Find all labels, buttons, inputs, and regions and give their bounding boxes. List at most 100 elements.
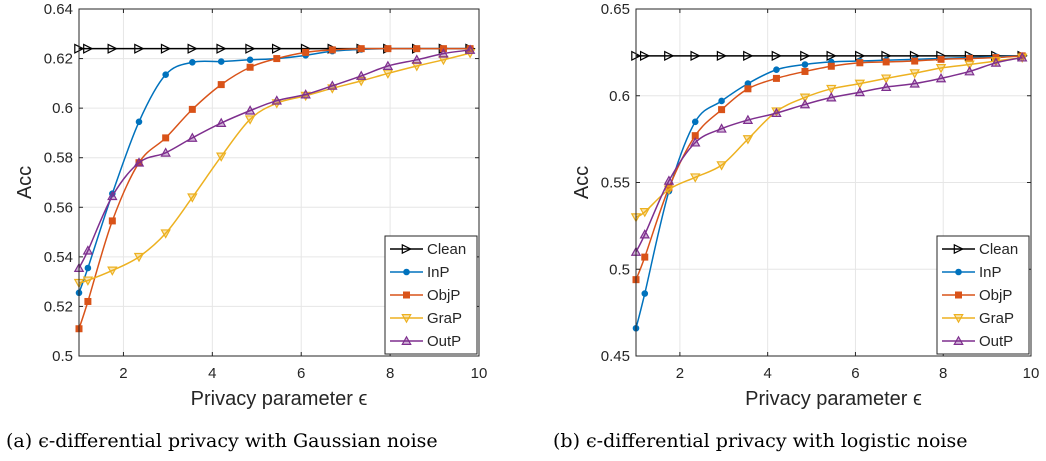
y-tick-label: 0.45 — [601, 348, 630, 365]
data-point-clean — [664, 50, 675, 62]
series-line-grap — [78, 52, 471, 284]
data-point-objp — [856, 59, 864, 67]
data-point-clean — [216, 43, 227, 54]
data-point-objp — [84, 297, 92, 305]
legend-marker-clean — [953, 243, 965, 255]
ticks: 0.45 0.5 0.55 0.6 0.65 2 4 6 8 10 — [601, 1, 1040, 382]
series-line-objp — [78, 47, 471, 329]
data-point-inp — [718, 97, 725, 105]
legend-label-outp: OutP — [979, 333, 1013, 350]
data-point-clean — [639, 50, 651, 62]
figure-caption: (b) ϵ-differential privacy with logistic… — [553, 430, 967, 452]
data-point-inp — [189, 58, 196, 66]
data-point-objp — [641, 253, 649, 261]
chart-panel-b: 0.45 0.5 0.55 0.6 0.65 2 4 6 8 10 Privacy paramete… — [553, 1, 1039, 452]
data-point-outp — [826, 92, 837, 102]
data-point-grap — [880, 74, 892, 84]
data-point-grap — [133, 252, 145, 263]
data-point-grap — [909, 69, 920, 79]
data-point-inp — [135, 118, 143, 126]
x-axis-label: Privacy parameter ϵ — [191, 388, 368, 410]
legend-label-outp: OutP — [427, 333, 461, 350]
data-point-grap — [382, 69, 394, 79]
x-tick-label: 4 — [763, 365, 771, 382]
y-tick-label: 0.65 — [601, 1, 630, 18]
legend-label-objp: ObjP — [427, 287, 460, 304]
legend-label-objp: ObjP — [979, 287, 1012, 304]
data-point-inp — [773, 66, 780, 74]
series-line-outp — [635, 56, 1023, 253]
data-point-grap — [935, 64, 947, 74]
data-point-grap — [107, 266, 118, 276]
data-point-objp — [772, 74, 780, 82]
y-tick-label: 0.5 — [609, 261, 630, 278]
data-point-outp — [935, 72, 947, 83]
y-tick-label: 0.5 — [52, 348, 73, 365]
data-point-grap — [663, 185, 675, 195]
data-point-outp — [438, 48, 449, 58]
data-point-grap — [964, 60, 975, 70]
legend-label-inp: InP — [979, 264, 1002, 281]
y-tick-label: 0.54 — [44, 249, 73, 266]
ticks: 0.5 0.52 0.54 0.56 0.58 0.6 0.62 0.64 2 4 6 8 10 — [44, 1, 488, 382]
data-point-clean — [690, 50, 701, 62]
data-point-grap — [690, 173, 701, 183]
legend-marker-grap — [401, 314, 412, 324]
x-tick-label: 2 — [119, 365, 127, 382]
legend-marker-outp — [401, 335, 412, 345]
data-point-objp — [882, 58, 890, 66]
data-point-objp — [966, 54, 974, 62]
x-tick-label: 6 — [851, 365, 859, 382]
data-point-objp — [162, 134, 170, 142]
data-point-clean — [134, 43, 145, 54]
data-point-outp — [690, 137, 701, 147]
data-point-outp — [663, 175, 675, 185]
data-point-objp — [937, 55, 945, 63]
series-group — [73, 43, 476, 333]
data-point-inp — [641, 290, 649, 297]
data-point-clean — [245, 43, 256, 54]
data-point-grap — [216, 152, 227, 162]
data-point-clean — [107, 43, 118, 54]
data-point-objp — [302, 48, 310, 56]
data-point-objp — [827, 62, 835, 70]
x-tick-label: 10 — [1023, 365, 1040, 382]
legend-label-grap: GraP — [979, 310, 1014, 327]
data-point-outp — [356, 70, 367, 80]
y-tick-label: 0.6 — [609, 88, 630, 105]
y-axis-label: Acc — [571, 166, 593, 199]
data-point-outp — [216, 117, 227, 127]
data-point-outp — [271, 95, 282, 105]
x-tick-label: 8 — [386, 365, 394, 382]
data-point-grap — [160, 229, 171, 239]
data-point-outp — [716, 123, 727, 133]
data-point-outp — [771, 107, 782, 118]
data-point-clean — [800, 50, 811, 62]
data-point-clean — [716, 50, 728, 62]
data-point-clean — [160, 43, 172, 54]
data-point-objp — [108, 217, 116, 225]
data-point-outp — [327, 80, 338, 90]
data-point-outp — [382, 60, 394, 70]
x-tick-label: 8 — [939, 365, 947, 382]
y-tick-label: 0.52 — [44, 298, 73, 315]
data-point-objp — [246, 63, 254, 71]
data-point-outp — [1017, 52, 1028, 62]
legend-label-clean: Clean — [427, 241, 466, 258]
y-tick-label: 0.6 — [52, 100, 73, 117]
data-point-outp — [880, 81, 892, 92]
data-point-outp — [300, 89, 311, 99]
legend-marker-objp — [955, 291, 962, 299]
legend-label-grap: GraP — [427, 310, 462, 327]
data-point-outp — [82, 245, 94, 255]
data-point-grap — [82, 276, 94, 286]
data-point-clean — [187, 43, 198, 54]
data-point-outp — [160, 147, 171, 157]
legend: Clean InP ObjP GraP OutP — [384, 235, 478, 355]
data-point-objp — [718, 106, 726, 114]
legend-marker-outp — [953, 335, 964, 345]
data-point-objp — [273, 55, 281, 63]
legend-marker-inp — [403, 268, 410, 276]
data-point-outp — [244, 105, 256, 115]
